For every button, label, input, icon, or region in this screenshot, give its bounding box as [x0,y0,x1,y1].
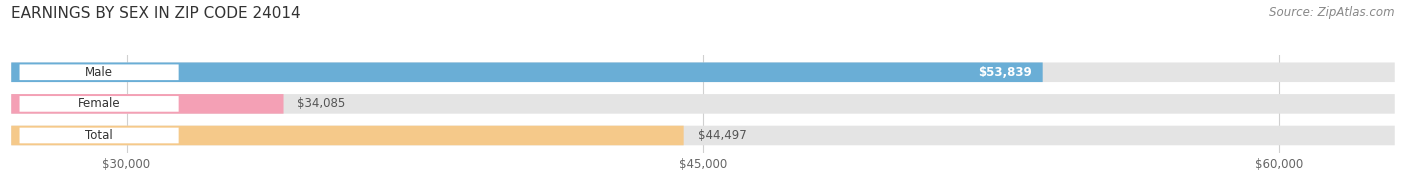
Text: Source: ZipAtlas.com: Source: ZipAtlas.com [1270,6,1395,19]
FancyBboxPatch shape [20,96,179,112]
Text: $53,839: $53,839 [977,66,1032,79]
Text: Female: Female [77,97,121,110]
FancyBboxPatch shape [11,94,1395,114]
Text: $34,085: $34,085 [297,97,346,110]
FancyBboxPatch shape [20,128,179,143]
FancyBboxPatch shape [11,63,1395,82]
FancyBboxPatch shape [11,63,1043,82]
Text: $44,497: $44,497 [697,129,747,142]
FancyBboxPatch shape [11,126,683,145]
Text: Total: Total [86,129,112,142]
Text: EARNINGS BY SEX IN ZIP CODE 24014: EARNINGS BY SEX IN ZIP CODE 24014 [11,6,301,21]
FancyBboxPatch shape [11,126,1395,145]
Text: Male: Male [86,66,112,79]
FancyBboxPatch shape [20,64,179,80]
FancyBboxPatch shape [11,94,284,114]
